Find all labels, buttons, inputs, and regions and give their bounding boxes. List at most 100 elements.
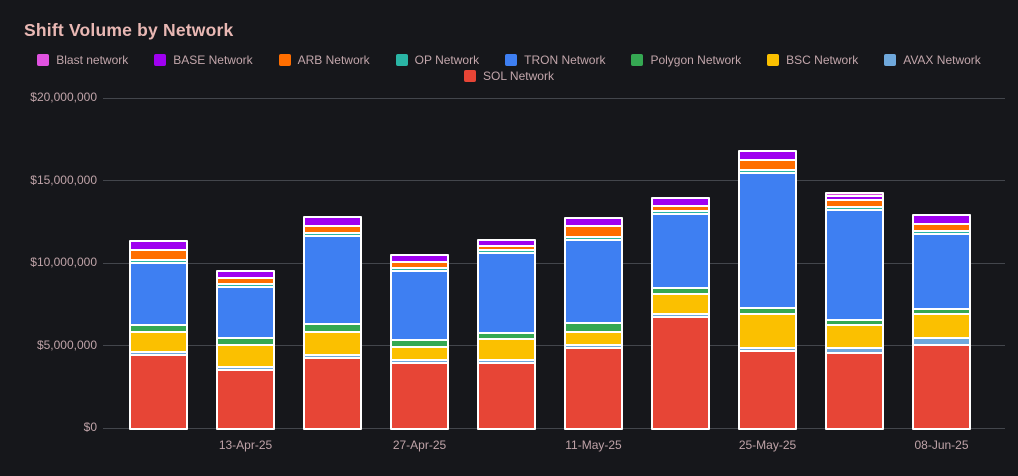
- bar-segment-tron-network[interactable]: [479, 254, 534, 332]
- bar-segment-bsc-network[interactable]: [740, 314, 795, 348]
- bar-segment-arb-network[interactable]: [827, 200, 882, 206]
- bar-segment-avax-network[interactable]: [392, 360, 447, 362]
- bar-segment-tron-network[interactable]: [131, 264, 186, 325]
- legend-item-arb-network[interactable]: ARB Network: [278, 53, 370, 67]
- bar-segment-base-network[interactable]: [131, 241, 186, 249]
- bar-segment-polygon-network[interactable]: [392, 341, 447, 347]
- bar-segment-avax-network[interactable]: [653, 314, 708, 316]
- bar-segment-bsc-network[interactable]: [392, 348, 447, 359]
- stacked-bar-3[interactable]: [303, 215, 362, 430]
- bar-segment-op-network[interactable]: [131, 261, 186, 263]
- bar-segment-avax-network[interactable]: [305, 356, 360, 358]
- bar-segment-base-network[interactable]: [566, 219, 621, 225]
- bar-segment-polygon-network[interactable]: [740, 308, 795, 313]
- legend-item-polygon-network[interactable]: Polygon Network: [631, 53, 741, 67]
- stacked-bar-7[interactable]: [651, 196, 710, 430]
- bar-segment-op-network[interactable]: [740, 170, 795, 172]
- bar-segment-op-network[interactable]: [392, 269, 447, 271]
- bar-segment-bsc-network[interactable]: [305, 332, 360, 355]
- bar-segment-avax-network[interactable]: [914, 339, 969, 344]
- bar-segment-arb-network[interactable]: [131, 250, 186, 260]
- bar-segment-polygon-network[interactable]: [653, 288, 708, 293]
- bar-segment-polygon-network[interactable]: [914, 309, 969, 313]
- bar-segment-polygon-network[interactable]: [218, 339, 273, 345]
- bar-segment-sol-network[interactable]: [566, 349, 621, 428]
- bar-segment-arb-network[interactable]: [914, 225, 969, 231]
- bar-segment-tron-network[interactable]: [740, 173, 795, 307]
- legend-item-bsc-network[interactable]: BSC Network: [767, 53, 858, 67]
- bar-segment-bsc-network[interactable]: [914, 314, 969, 338]
- stacked-bar-6[interactable]: [564, 217, 623, 430]
- bar-segment-polygon-network[interactable]: [131, 326, 186, 331]
- bar-segment-polygon-network[interactable]: [479, 333, 534, 338]
- legend-item-blast-network[interactable]: Blast network: [37, 53, 128, 67]
- bar-segment-sol-network[interactable]: [827, 354, 882, 428]
- bar-segment-arb-network[interactable]: [479, 246, 534, 250]
- stacked-bar-4[interactable]: [390, 253, 449, 430]
- bar-segment-base-network[interactable]: [479, 241, 534, 245]
- bar-segment-base-network[interactable]: [218, 272, 273, 277]
- legend-item-sol-network[interactable]: SOL Network: [464, 69, 554, 83]
- bar-segment-arb-network[interactable]: [218, 278, 273, 284]
- bar-segment-sol-network[interactable]: [914, 345, 969, 428]
- bar-segment-base-network[interactable]: [827, 196, 882, 199]
- bar-segment-polygon-network[interactable]: [827, 321, 882, 325]
- bar-segment-sol-network[interactable]: [392, 364, 447, 428]
- bar-segment-avax-network[interactable]: [479, 361, 534, 362]
- bar-segment-tron-network[interactable]: [305, 237, 360, 323]
- bar-segment-op-network[interactable]: [914, 232, 969, 234]
- bar-segment-polygon-network[interactable]: [566, 323, 621, 331]
- bar-segment-bsc-network[interactable]: [479, 339, 534, 359]
- bar-segment-base-network[interactable]: [914, 216, 969, 224]
- bar-segment-blast-network[interactable]: [827, 193, 882, 195]
- legend-item-op-network[interactable]: OP Network: [395, 53, 479, 67]
- bar-segment-tron-network[interactable]: [827, 210, 882, 320]
- bar-segment-bsc-network[interactable]: [566, 332, 621, 344]
- stacked-bar-1[interactable]: [129, 239, 188, 430]
- bar-segment-tron-network[interactable]: [653, 214, 708, 287]
- stacked-bar-9[interactable]: [825, 191, 884, 430]
- bar-segment-base-network[interactable]: [653, 198, 708, 205]
- bar-segment-base-network[interactable]: [305, 217, 360, 225]
- bar-segment-tron-network[interactable]: [566, 241, 621, 322]
- bar-segment-avax-network[interactable]: [740, 349, 795, 351]
- bar-segment-op-network[interactable]: [566, 238, 621, 240]
- bar-segment-op-network[interactable]: [479, 251, 534, 253]
- stacked-bar-8[interactable]: [738, 150, 797, 430]
- bar-segment-arb-network[interactable]: [392, 262, 447, 268]
- bar-segment-bsc-network[interactable]: [653, 294, 708, 313]
- bar-segment-bsc-network[interactable]: [218, 346, 273, 366]
- bar-segment-op-network[interactable]: [827, 207, 882, 209]
- bar-segment-op-network[interactable]: [218, 285, 273, 287]
- stacked-bar-10[interactable]: [912, 214, 971, 430]
- bar-segment-bsc-network[interactable]: [827, 326, 882, 348]
- bar-segment-sol-network[interactable]: [218, 370, 273, 428]
- bar-segment-sol-network[interactable]: [305, 359, 360, 428]
- bar-segment-arb-network[interactable]: [305, 226, 360, 233]
- stacked-bar-5[interactable]: [477, 239, 536, 430]
- bar-segment-tron-network[interactable]: [218, 288, 273, 338]
- bar-segment-sol-network[interactable]: [740, 352, 795, 428]
- bar-segment-arb-network[interactable]: [740, 160, 795, 169]
- bar-segment-arb-network[interactable]: [653, 206, 708, 210]
- stacked-bar-2[interactable]: [216, 270, 275, 430]
- bar-segment-base-network[interactable]: [740, 152, 795, 159]
- bar-segment-sol-network[interactable]: [479, 364, 534, 428]
- bar-segment-arb-network[interactable]: [566, 226, 621, 237]
- bar-segment-bsc-network[interactable]: [131, 332, 186, 351]
- bar-segment-tron-network[interactable]: [392, 272, 447, 340]
- bar-segment-sol-network[interactable]: [131, 355, 186, 428]
- bar-segment-avax-network[interactable]: [566, 345, 621, 348]
- bar-segment-op-network[interactable]: [305, 234, 360, 236]
- bar-segment-avax-network[interactable]: [131, 352, 186, 354]
- legend-item-avax-network[interactable]: AVAX Network: [884, 53, 981, 67]
- bar-segment-avax-network[interactable]: [827, 349, 882, 353]
- legend-item-tron-network[interactable]: TRON Network: [505, 53, 605, 67]
- bar-segment-polygon-network[interactable]: [305, 324, 360, 331]
- bar-segment-op-network[interactable]: [653, 211, 708, 213]
- bar-segment-sol-network[interactable]: [653, 317, 708, 428]
- bar-segment-avax-network[interactable]: [218, 367, 273, 369]
- bar-segment-base-network[interactable]: [392, 255, 447, 261]
- legend-item-base-network[interactable]: BASE Network: [154, 53, 253, 67]
- bar-segment-tron-network[interactable]: [914, 235, 969, 308]
